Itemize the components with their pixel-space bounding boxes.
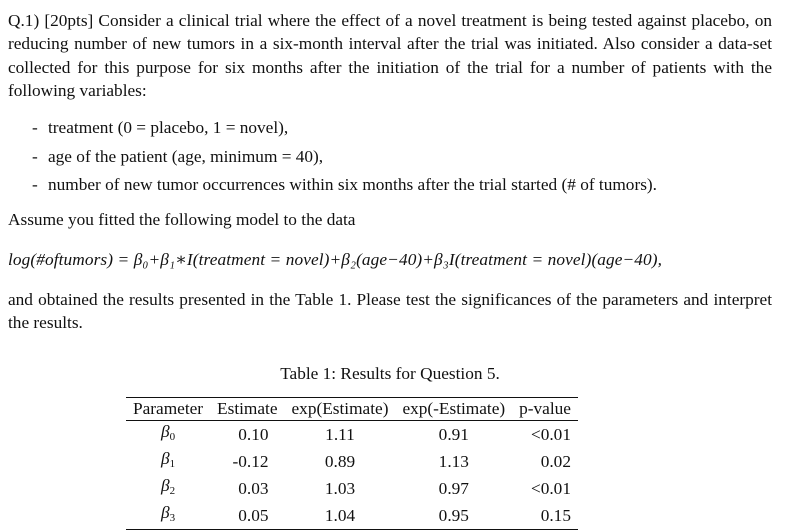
cell-exp-neg-estimate: 0.95	[438, 505, 469, 525]
table-header-row: Parameter Estimate exp(Estimate) exp(-Es…	[126, 397, 578, 421]
variable-tumors: number of new tumor occurrences within s…	[48, 175, 657, 194]
list-item: - number of new tumor occurrences within …	[32, 175, 657, 194]
cell-p-value: <0.01	[530, 424, 571, 444]
list-item: - age of the patient (age, minimum = 40),	[32, 146, 324, 166]
list-item: - treatment (0 = placebo, 1 = novel),	[32, 118, 289, 137]
table-row: β2 0.03 1.03 0.97 <0.01	[126, 475, 578, 502]
model-formula: log(#oftumors) = β₀+β₁∗I(treatment = nov…	[8, 250, 663, 269]
table-row: β1 -0.12 0.89 1.13 0.02	[126, 448, 578, 475]
cell-exp-estimate: 1.11	[325, 424, 355, 444]
col-exp-neg-estimate: exp(-Estimate)	[402, 399, 506, 418]
cell-exp-neg-estimate: 1.13	[438, 451, 469, 471]
cell-estimate: -0.12	[232, 451, 269, 471]
cell-p-value: 0.02	[540, 451, 571, 471]
cell-estimate: 0.10	[238, 424, 269, 444]
results-table: Parameter Estimate exp(Estimate) exp(-Es…	[126, 397, 578, 530]
col-exp-estimate: exp(Estimate)	[291, 399, 389, 418]
table-row: β3 0.05 1.04 0.95 0.15	[126, 502, 578, 530]
param-subscript: 2	[169, 485, 176, 497]
col-p-value: p-value	[519, 399, 571, 418]
assume-text: Assume you fitted the following model to…	[8, 210, 356, 229]
col-parameter: Parameter	[133, 399, 204, 418]
question-closing: and obtained the results presented in th…	[8, 290, 772, 333]
variable-list: - treatment (0 = placebo, 1 = novel), - ag…	[32, 116, 657, 202]
cell-parameter: β0	[126, 421, 210, 449]
cell-estimate: 0.03	[238, 478, 269, 498]
param-subscript: 1	[169, 458, 176, 470]
cell-p-value: <0.01	[530, 478, 571, 498]
param-symbol: β	[160, 449, 170, 468]
cell-parameter: β3	[126, 502, 210, 530]
cell-parameter: β1	[126, 448, 210, 475]
param-symbol: β	[160, 422, 170, 441]
cell-exp-estimate: 1.03	[324, 478, 356, 498]
cell-exp-estimate: 1.04	[324, 505, 356, 525]
cell-parameter: β2	[126, 475, 210, 502]
cell-estimate: 0.05	[238, 505, 269, 525]
param-subscript: 0	[169, 431, 176, 443]
col-estimate: Estimate	[217, 399, 278, 418]
variable-treatment: treatment (0 = placebo, 1 = novel),	[48, 118, 289, 137]
param-symbol: β	[160, 476, 170, 495]
param-symbol: β	[160, 503, 170, 522]
cell-p-value: 0.15	[540, 505, 571, 525]
param-subscript: 3	[169, 512, 176, 524]
table-row: β0 0.10 1.11 0.91 <0.01	[126, 421, 578, 449]
table-caption: Table 1: Results for Question 5.	[280, 364, 500, 383]
question-intro: Q.1) [20pts] Consider a clinical trial w…	[8, 11, 772, 100]
variable-age: age of the patient (age, minimum = 40),	[48, 146, 324, 166]
cell-exp-neg-estimate: 0.91	[438, 424, 469, 444]
cell-exp-estimate: 0.89	[324, 451, 356, 471]
cell-exp-neg-estimate: 0.97	[438, 478, 469, 498]
